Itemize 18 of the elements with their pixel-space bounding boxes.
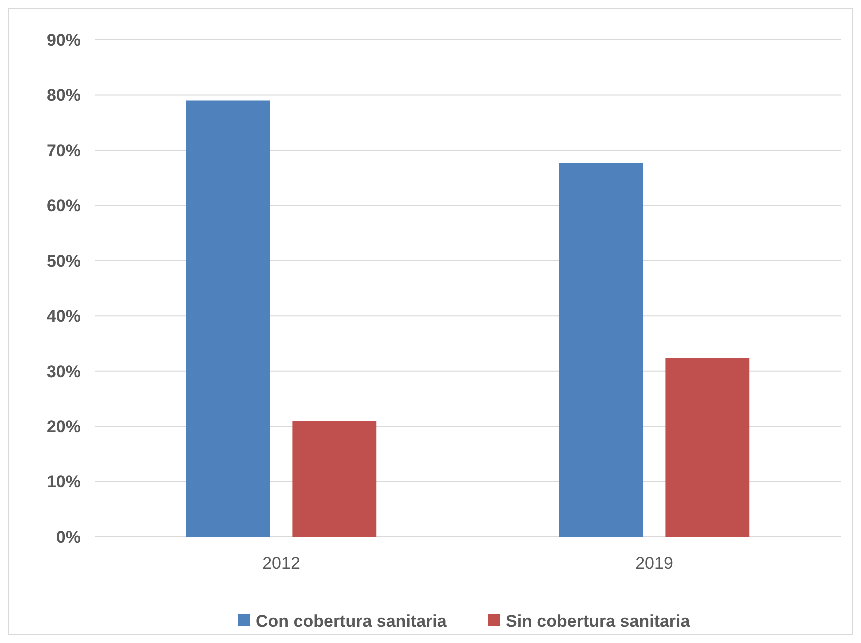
y-tick-label: 20% xyxy=(46,418,81,437)
y-tick-label: 70% xyxy=(46,141,81,160)
y-tick-label: 0% xyxy=(56,528,81,547)
y-tick-label: 80% xyxy=(46,86,81,106)
x-tick-label: 2012 xyxy=(262,554,300,573)
bar xyxy=(666,358,750,537)
legend-label: Sin cobertura sanitaria xyxy=(506,612,691,631)
x-tick-label: 2019 xyxy=(636,554,674,573)
legend-label: Con cobertura sanitaria xyxy=(256,612,448,631)
y-tick-label: 40% xyxy=(46,307,81,326)
bar xyxy=(559,163,644,537)
bar xyxy=(292,421,377,537)
y-tick-label: 60% xyxy=(46,196,81,216)
y-tick-label: 90% xyxy=(46,30,81,50)
y-tick-label: 10% xyxy=(46,472,81,492)
y-tick-label: 50% xyxy=(46,252,81,271)
y-tick-label: 30% xyxy=(46,362,81,382)
bar xyxy=(186,100,270,537)
